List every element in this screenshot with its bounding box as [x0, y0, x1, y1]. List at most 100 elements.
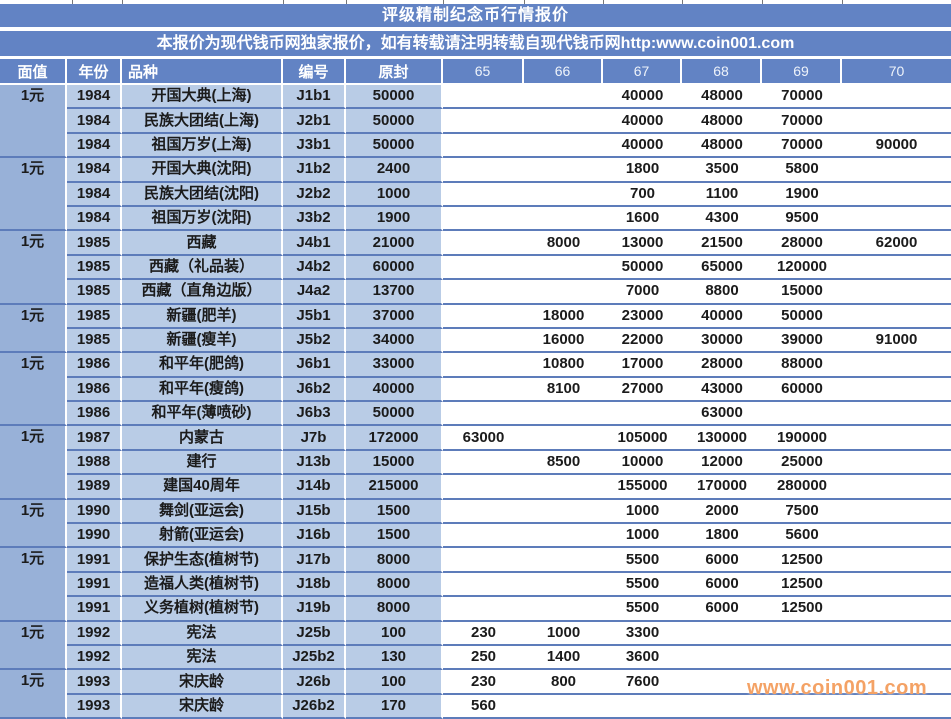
denomination-cell: 1元 — [0, 85, 67, 159]
table-row: 1984 民族大团结(沈阳) J2b2 1000 700 1100 1900 — [0, 182, 951, 207]
table-row: 1986 和平年(薄喷砂) J6b3 50000 63000 — [0, 402, 951, 427]
grade-68-cell: 63000 — [682, 402, 762, 427]
grade-69-cell — [762, 645, 842, 671]
grade-70-cell — [842, 85, 951, 110]
grade-68-cell — [682, 645, 762, 671]
grade-66-cell — [524, 133, 603, 159]
grade-66-cell — [524, 280, 603, 305]
grade-67-cell: 23000 — [603, 304, 682, 329]
divider — [0, 27, 951, 31]
header-grade-68: 68 — [682, 59, 762, 85]
variety-cell: 建行 — [122, 450, 283, 476]
price-table-body: 1元 1984 开国大典(上海) J1b1 50000 40000 48000 70000 19… — [0, 85, 951, 719]
grade-65-cell — [443, 572, 524, 598]
table-row: 1989 建国40周年 J14b 215000 155000 170000 280000 — [0, 475, 951, 500]
sealed-price-cell: 170 — [346, 694, 443, 719]
grade-67-cell: 1000 — [603, 499, 682, 525]
grade-67-cell: 5500 — [603, 548, 682, 573]
grade-66-cell: 1400 — [524, 645, 603, 671]
grade-65-cell — [443, 158, 524, 183]
year-cell: 1984 — [67, 85, 122, 110]
header-denomination: 面值 — [0, 59, 67, 85]
grade-66-cell — [524, 499, 603, 525]
code-cell: J4a2 — [283, 280, 346, 305]
grade-68-cell: 3500 — [682, 158, 762, 183]
grade-65-cell: 63000 — [443, 426, 524, 451]
grade-70-cell — [842, 597, 951, 622]
variety-cell: 宋庆龄 — [122, 670, 283, 695]
grade-70-cell — [842, 206, 951, 232]
variety-cell: 和平年(肥鸽) — [122, 353, 283, 378]
year-cell: 1991 — [67, 572, 122, 598]
variety-cell: 宪法 — [122, 645, 283, 671]
code-cell: J25b — [283, 621, 346, 646]
watermark: www.coin001.com — [747, 677, 928, 699]
grade-65-cell — [443, 304, 524, 329]
grade-67-cell: 17000 — [603, 353, 682, 378]
code-cell: J13b — [283, 450, 346, 476]
header-variety: 品种 — [122, 59, 283, 85]
year-cell: 1985 — [67, 304, 122, 329]
grade-68-cell: 12000 — [682, 450, 762, 476]
year-cell: 1991 — [67, 597, 122, 622]
grade-70-cell — [842, 353, 951, 378]
grade-67-cell: 22000 — [603, 328, 682, 354]
variety-cell: 开国大典(沈阳) — [122, 158, 283, 183]
top-grid-strip — [0, 0, 951, 4]
table-row: 1元 1987 内蒙古 J7b 172000 63000 105000 130000 19000… — [0, 426, 951, 500]
divider — [0, 56, 951, 59]
denomination-cell: 1元 — [0, 231, 67, 305]
sealed-price-cell: 60000 — [346, 255, 443, 281]
header-grade-66: 66 — [524, 59, 603, 85]
table-row: 1元 1992 宪法 J25b 100 230 1000 3300 — [0, 621, 951, 671]
denomination-cell: 1元 — [0, 548, 67, 622]
grade-67-cell: 3300 — [603, 621, 682, 646]
grade-66-cell: 16000 — [524, 328, 603, 354]
grade-69-cell — [762, 402, 842, 427]
grid-tick — [346, 0, 347, 4]
code-cell: J6b3 — [283, 402, 346, 427]
grade-67-cell: 105000 — [603, 426, 682, 451]
variety-cell: 祖国万岁(上海) — [122, 133, 283, 159]
grade-69-cell: 120000 — [762, 255, 842, 281]
sealed-price-cell: 1900 — [346, 206, 443, 232]
grade-68-cell: 30000 — [682, 328, 762, 354]
grade-67-cell: 10000 — [603, 450, 682, 476]
grade-68-cell: 4300 — [682, 206, 762, 232]
sealed-price-cell: 8000 — [346, 597, 443, 622]
code-cell: J6b2 — [283, 377, 346, 403]
grade-69-cell: 12500 — [762, 597, 842, 622]
grade-69-cell: 5800 — [762, 158, 842, 183]
grade-68-cell: 130000 — [682, 426, 762, 451]
grade-67-cell: 1000 — [603, 524, 682, 549]
code-cell: J7b — [283, 426, 346, 451]
table-row: 1元 1986 和平年(肥鸽) J6b1 33000 10800 17000 28000 880… — [0, 353, 951, 427]
grid-tick — [842, 0, 843, 4]
variety-cell: 西藏（礼品装） — [122, 255, 283, 281]
grade-66-cell — [524, 475, 603, 500]
grade-67-cell: 13000 — [603, 231, 682, 256]
table-row: 1986 和平年(瘦鸽) J6b2 40000 8100 27000 43000 60000 — [0, 377, 951, 403]
sealed-price-cell: 34000 — [346, 328, 443, 354]
grade-68-cell: 6000 — [682, 597, 762, 622]
year-cell: 1992 — [67, 621, 122, 646]
grade-70-cell — [842, 255, 951, 281]
grade-65-cell: 250 — [443, 645, 524, 671]
table-row: 1元 1984 开国大典(沈阳) J1b2 2400 1800 3500 5800 — [0, 158, 951, 232]
code-cell: J14b — [283, 475, 346, 500]
grade-70-cell: 90000 — [842, 133, 951, 159]
grade-69-cell: 7500 — [762, 499, 842, 525]
grid-tick — [283, 0, 284, 4]
grade-67-cell: 5500 — [603, 572, 682, 598]
variety-cell: 开国大典(上海) — [122, 85, 283, 110]
grade-65-cell — [443, 597, 524, 622]
year-cell: 1984 — [67, 182, 122, 207]
grade-70-cell — [842, 524, 951, 549]
grade-69-cell: 60000 — [762, 377, 842, 403]
table-row: 1984 祖国万岁(上海) J3b1 50000 40000 48000 70000 9000… — [0, 133, 951, 159]
grade-67-cell: 1600 — [603, 206, 682, 232]
sealed-price-cell: 2400 — [346, 158, 443, 183]
header-sealed: 原封 — [346, 59, 443, 85]
grid-tick — [443, 0, 444, 4]
code-cell: J1b2 — [283, 158, 346, 183]
